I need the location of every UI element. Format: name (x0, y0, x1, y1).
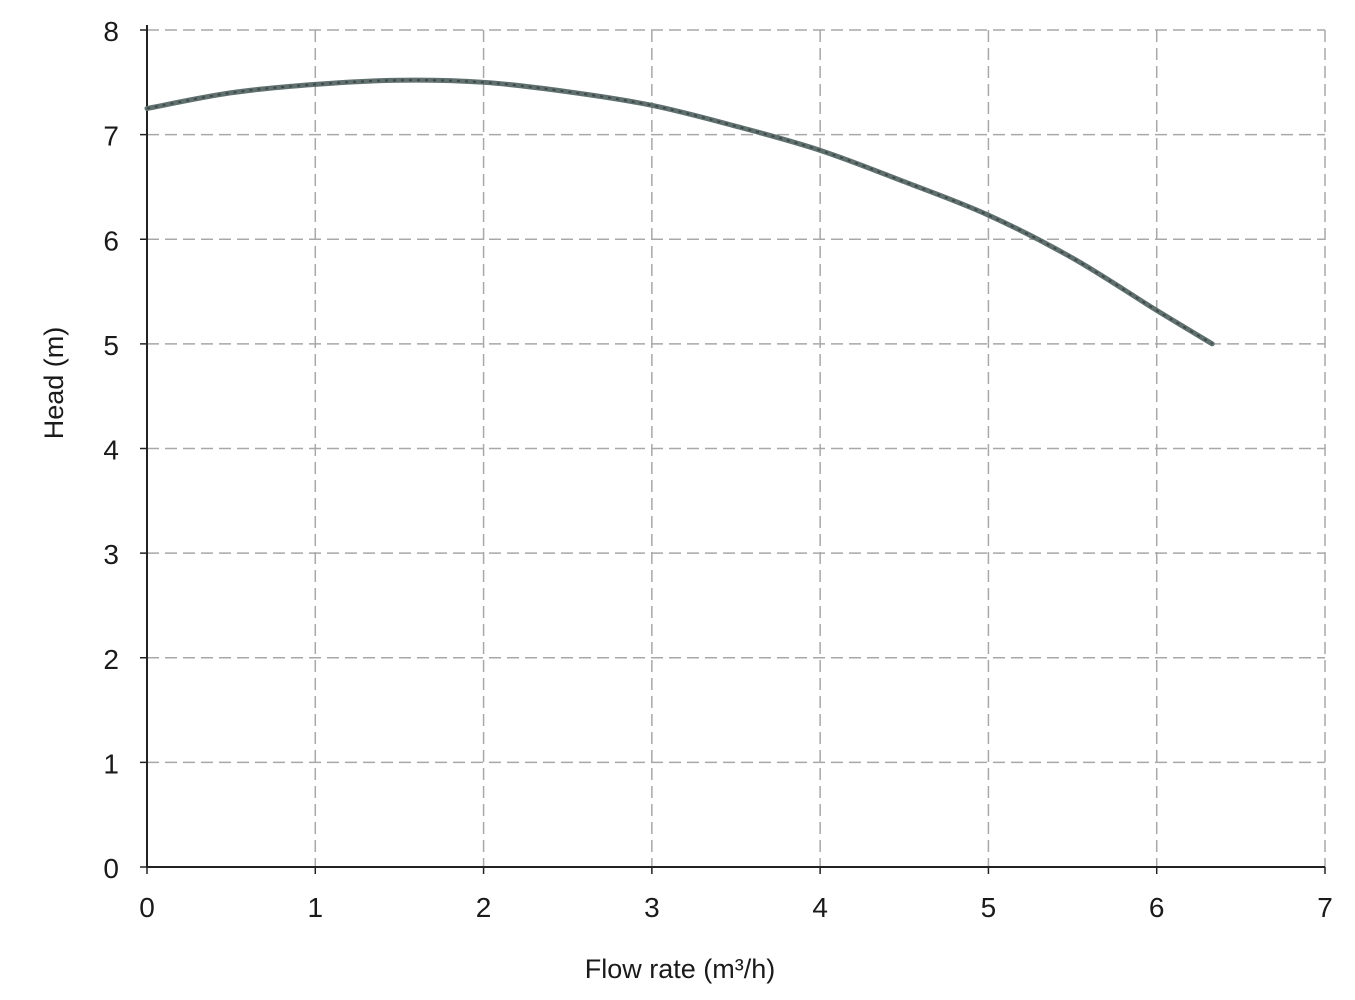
head-curve (144, 77, 1215, 347)
y-tick-label: 1 (103, 748, 119, 779)
y-tick-label: 8 (103, 16, 119, 47)
x-tick-label: 7 (1317, 892, 1333, 923)
x-tick-label: 0 (139, 892, 155, 923)
y-tick-label: 4 (103, 435, 119, 466)
x-tick-label: 5 (981, 892, 997, 923)
y-axis-label: Head (m) (39, 327, 69, 440)
series (144, 77, 1215, 347)
y-tick-label: 0 (103, 853, 119, 884)
x-tick-label: 3 (644, 892, 660, 923)
axes (140, 25, 1326, 874)
x-tick-label: 1 (307, 892, 323, 923)
tick-labels: 0 1 2 3 4 5 6 7 0 1 2 3 4 5 6 7 8 (103, 16, 1332, 923)
x-tick-label: 4 (812, 892, 828, 923)
x-axis-label: Flow rate (m³/h) (585, 954, 776, 984)
y-tick-label: 7 (103, 121, 119, 152)
grid (147, 29, 1326, 867)
head-curve-center (146, 79, 1213, 345)
x-tick-label: 2 (476, 892, 492, 923)
y-tick-label: 2 (103, 644, 119, 675)
y-tick-label: 6 (103, 225, 119, 256)
y-tick-label: 5 (103, 330, 119, 361)
y-tick-label: 3 (103, 539, 119, 570)
x-tick-label: 6 (1149, 892, 1165, 923)
